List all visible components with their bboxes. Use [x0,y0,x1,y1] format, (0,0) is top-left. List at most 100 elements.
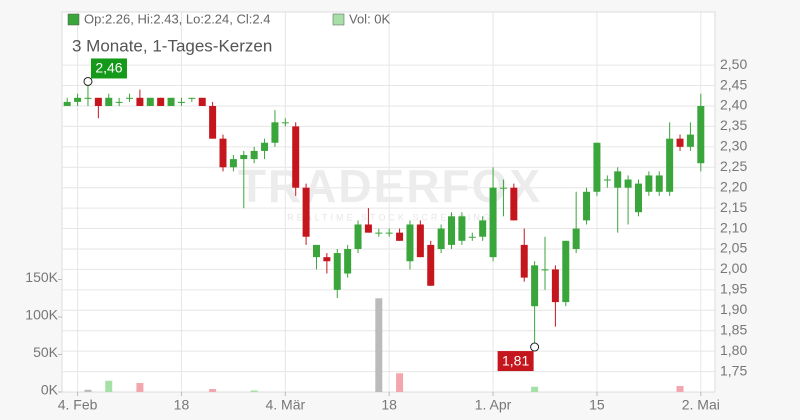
candle-body [510,187,518,221]
candle-body [292,126,300,188]
volume-bar [136,383,144,392]
volume-bar [531,386,539,392]
y-tick-label: 2,05 [720,240,747,256]
y-tick-label: 2,45 [720,76,747,92]
candle-body [520,244,528,278]
volume-bar [105,380,113,392]
x-tick-label: 18 [174,397,190,413]
candle-body [302,187,310,237]
candle-body [427,244,435,286]
x-tick-label: 15 [589,397,605,413]
legend-volume-swatch [332,13,345,26]
candle-body [209,105,217,139]
volume-bar [209,389,217,392]
legend-ohlc: Op:2.26, Hi:2.43, Lo:2.24, Cl:2.4 [84,11,270,26]
y-tick-label: 1,90 [720,301,747,317]
candle-body [697,105,705,164]
volume-bar [84,389,92,392]
candle-body [385,232,393,234]
candle-body [105,97,113,106]
y2-tick-label: 50K [33,344,59,360]
candle-body [614,171,622,188]
candle-body [551,269,559,303]
watermark-subtitle: REALTIME STOCK SCREENING [287,212,493,222]
candle-body [63,101,71,106]
candle-body [541,269,549,271]
candle-body [146,97,154,106]
candle-body [448,216,456,245]
candle-body [645,175,653,192]
grid [62,12,715,392]
candle-body [157,97,165,106]
candle-body [572,228,580,249]
candle-body [437,228,445,249]
volume-bar [375,298,383,392]
y-tick-label: 2,20 [720,178,747,194]
candle-body [375,232,383,234]
candle-body [479,220,487,237]
candle-body [354,224,362,249]
annotation-box [497,351,534,372]
y-tick-label: 1,95 [720,281,747,297]
y-tick-label: 2,30 [720,138,747,154]
y-tick-label: 2,40 [720,97,747,113]
candle-body [468,236,476,238]
candle-body [458,216,466,241]
legend-ohlc-swatch [67,13,80,26]
candle-body [136,97,144,106]
candle-body [499,187,507,189]
candle-body [261,142,269,151]
y-tick-label: 2,50 [720,56,747,72]
candle-body [84,97,92,99]
annotation-marker [83,76,93,86]
candle-body [250,150,258,160]
candle-body [188,97,196,99]
candle-body [177,101,185,103]
volume-bars [84,298,684,392]
y-tick-label: 2,35 [720,117,747,133]
candle-body [229,159,237,168]
candle-body [416,224,424,258]
candle-body [603,179,611,181]
candle-body [634,183,642,213]
legend-volume: Vol: 0K [349,11,391,26]
y-tick-label: 2,25 [720,158,747,174]
volume-bar [396,373,404,392]
volume-bar [250,390,258,392]
candle-body [240,155,248,160]
candle-body [281,122,289,124]
y2-tick-label: 100K [25,307,58,323]
candle-body [593,142,601,192]
candle-body [94,97,102,106]
candle-body [583,191,591,221]
annotation-label: 1,81 [502,352,529,368]
candle-body [323,257,331,262]
x-tick-label: 18 [381,397,397,413]
candle-body [666,138,674,192]
y2-tick-label: 150K [25,269,58,285]
candle-body [74,97,82,102]
y-tick-label: 2,00 [720,260,747,276]
labels: 1,75 1,80 1,85 1,90 1,95 2,00 2,05 2,10 2,15 2,20… [25,56,747,413]
candle-body [333,253,341,290]
plot-area [61,11,716,393]
x-tick-label: 1. Apr [475,397,512,413]
candle-body [115,101,123,103]
x-tick-label: 4. Feb [58,397,98,413]
candles [63,81,705,348]
candle-body [676,138,684,147]
candle-body [562,240,570,303]
annotation-box [90,58,127,79]
y-tick-label: 1,85 [720,321,747,337]
x-tick-label: 2. Mai [682,397,720,413]
candle-body [396,232,404,241]
annotation-marker [530,342,540,352]
candle-body [198,97,206,106]
candle-body [624,179,632,188]
candle-body [406,224,414,262]
y-tick-label: 1,80 [720,342,747,358]
candle-body [344,248,352,274]
candle-body [686,134,694,147]
chart-title: 3 Monate, 1-Tages-Kerzen [72,36,272,55]
candle-body [312,244,320,258]
